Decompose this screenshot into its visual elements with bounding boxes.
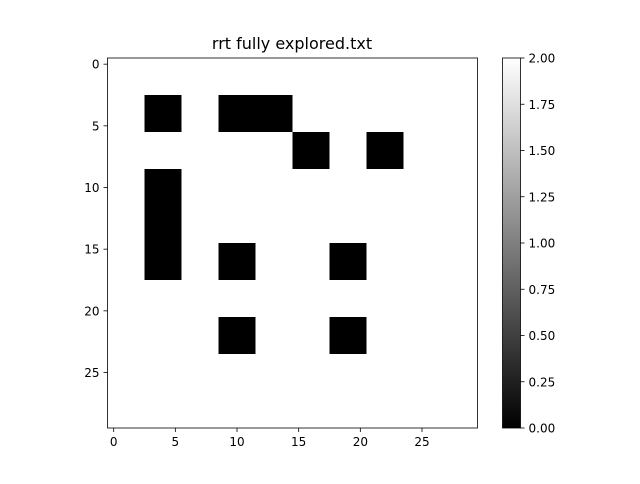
heatmap-cell-block: [366, 132, 404, 169]
heatmap-cell-block: [144, 169, 182, 280]
colorbar-tick-label: 1.75: [529, 98, 556, 112]
heatmap-cell-block: [218, 243, 256, 280]
x-tick-label: 20: [353, 435, 368, 449]
heatmap-cell-block: [329, 243, 367, 280]
x-tick-label: 25: [414, 435, 429, 449]
y-tick-label: 25: [84, 366, 99, 380]
x-tick-label: 10: [229, 435, 244, 449]
x-tick-label: 0: [110, 435, 118, 449]
x-tick-label: 5: [172, 435, 180, 449]
heatmap-cell-block: [218, 317, 256, 354]
heatmap-cell-block: [144, 95, 182, 132]
y-tick-label: 15: [84, 243, 99, 257]
colorbar-tick-label: 0.00: [529, 422, 556, 436]
y-tick-label: 10: [84, 181, 99, 195]
colorbar-gradient: [502, 58, 521, 428]
plot-area: 0 5 10 15 20 25 0 5 10 15 20 25: [84, 57, 478, 449]
colorbar-tick-label: 0.25: [529, 375, 556, 389]
colorbar-tick-label: 1.50: [529, 144, 556, 158]
colorbar-tick-label: 0.50: [529, 329, 556, 343]
colorbar: 0.00 0.25 0.50 0.75 1.00 1.25 1.50 1.75 2.00: [502, 52, 556, 436]
heatmap-cell-block: [218, 95, 293, 132]
heatmap-cell-block: [292, 132, 330, 169]
colorbar-tick-label: 1.00: [529, 237, 556, 251]
colorbar-tick-label: 1.25: [529, 190, 556, 204]
y-tick-label: 20: [84, 304, 99, 318]
y-tick-label: 5: [92, 119, 100, 133]
x-tick-label: 15: [291, 435, 306, 449]
y-tick-label: 0: [92, 58, 100, 72]
heatmap-cell-block: [329, 317, 367, 354]
plot-frame: [107, 57, 478, 429]
colorbar-tick-label: 2.00: [529, 52, 556, 66]
chart-title: rrt fully explored.txt: [212, 34, 372, 53]
colorbar-tick-label: 0.75: [529, 283, 556, 297]
